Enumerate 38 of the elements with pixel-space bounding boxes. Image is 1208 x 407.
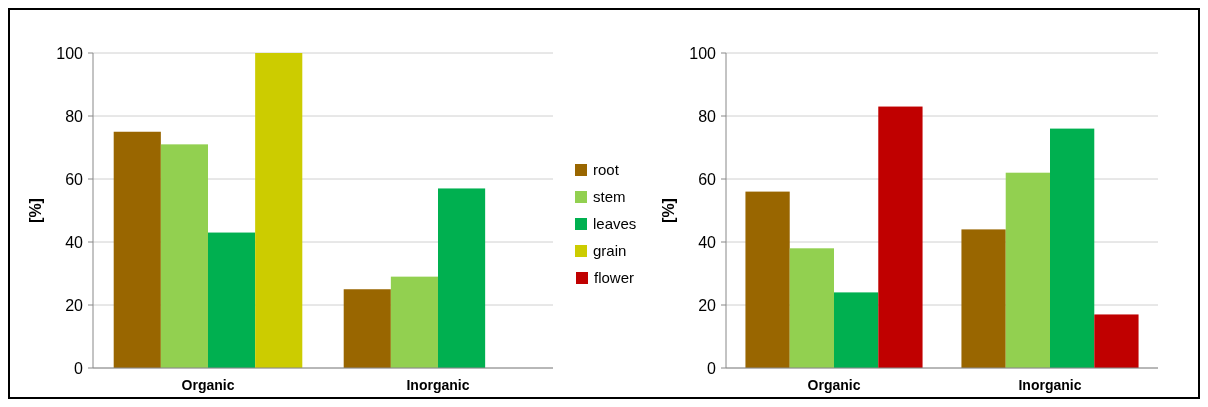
bar [160, 144, 208, 368]
x-tick-label: Organic [181, 377, 235, 393]
legend-label: flower [594, 269, 635, 287]
y-axis-title: [%] [660, 198, 677, 223]
bar [208, 232, 256, 368]
y-tick-label: 80 [698, 107, 717, 125]
bar [438, 188, 486, 368]
bar [1050, 128, 1095, 368]
bar [390, 276, 438, 368]
y-tick-label: 0 [74, 359, 84, 377]
y-tick-label: 100 [689, 44, 717, 62]
y-tick-label: 100 [56, 44, 84, 62]
bar [1005, 172, 1050, 368]
bar [113, 131, 161, 368]
y-tick-label: 20 [65, 296, 84, 314]
bar [961, 229, 1006, 368]
bar [343, 289, 391, 368]
bar [878, 106, 923, 368]
x-tick-label: Inorganic [406, 377, 470, 393]
legend-label: stem [593, 188, 626, 206]
bar [789, 248, 834, 368]
y-tick-label: 60 [698, 170, 717, 188]
legend-label: root [593, 161, 620, 179]
y-tick-label: 40 [65, 233, 84, 251]
bar [834, 292, 879, 368]
legend-label: grain [593, 242, 627, 260]
x-tick-label: Inorganic [1018, 377, 1082, 393]
legend-label: leaves [593, 215, 637, 233]
bar [255, 53, 303, 368]
y-axis-title: [%] [27, 198, 44, 223]
y-tick-label: 40 [698, 233, 717, 251]
bar [745, 191, 790, 368]
y-tick-label: 20 [698, 296, 717, 314]
y-tick-label: 60 [65, 170, 84, 188]
y-tick-label: 80 [65, 107, 84, 125]
bar [1094, 314, 1139, 368]
y-tick-label: 0 [707, 359, 717, 377]
x-tick-label: Organic [807, 377, 861, 393]
